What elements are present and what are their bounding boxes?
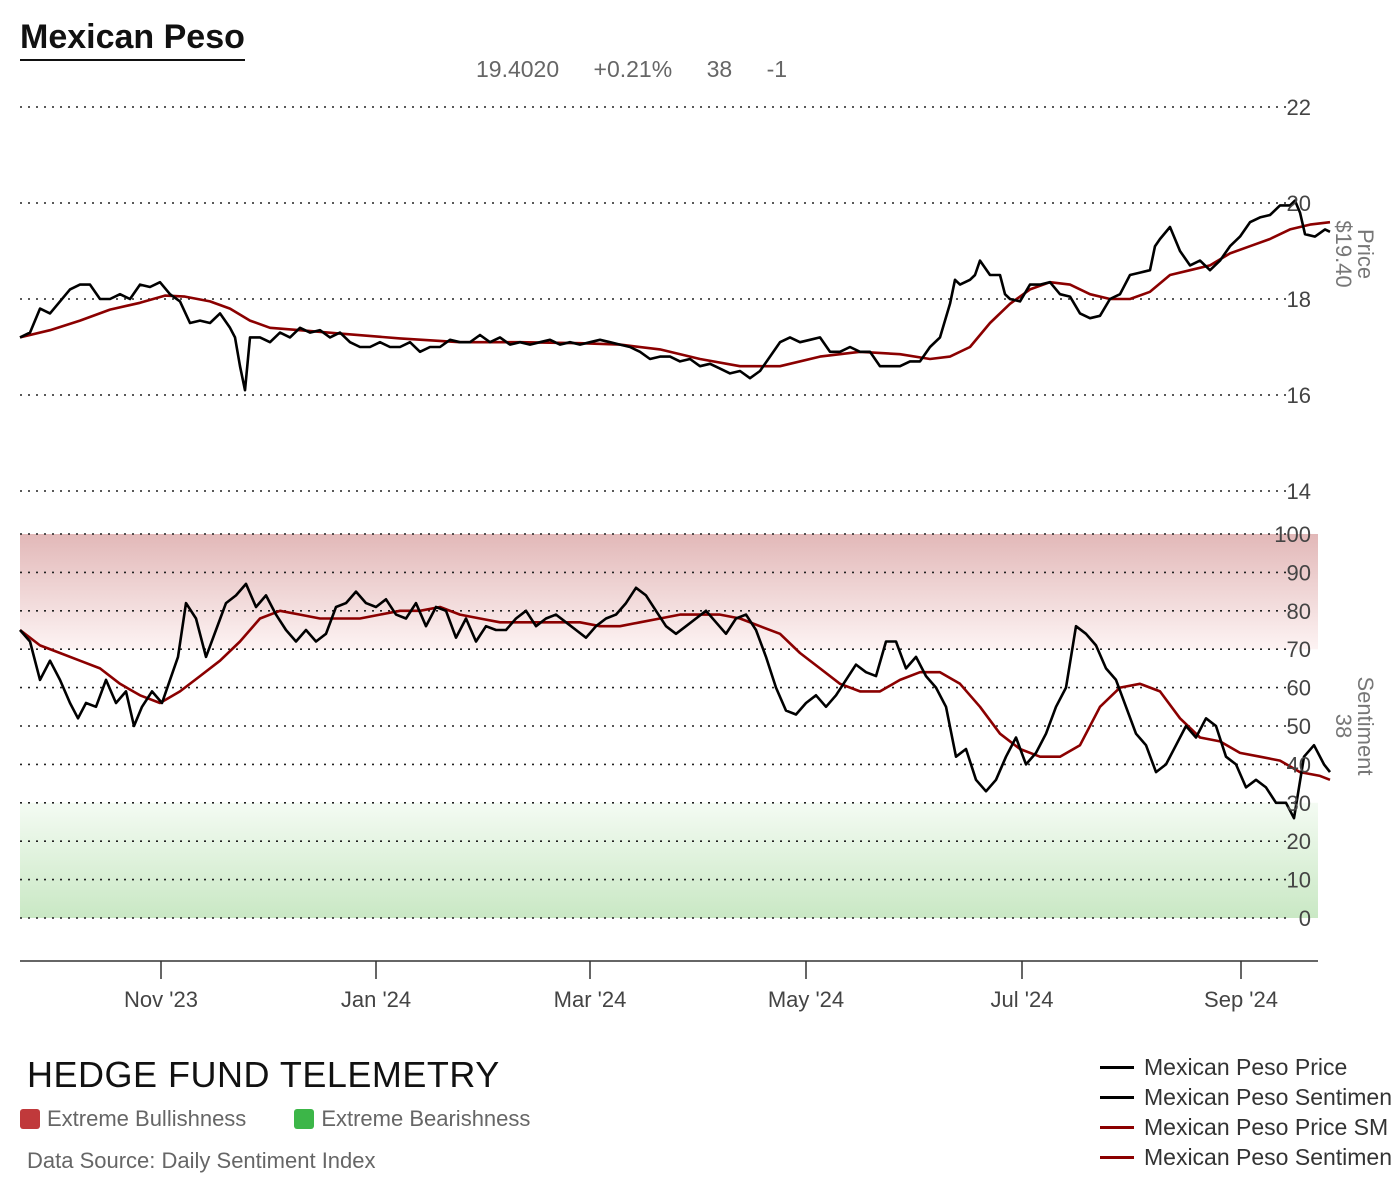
sentiment-value: 38 bbox=[706, 56, 733, 82]
legend-label-price-sma: Mexican Peso Price SM bbox=[1144, 1113, 1389, 1140]
legend-line-price bbox=[1100, 1065, 1134, 1069]
sentiment-tick-label: 50 bbox=[1287, 714, 1311, 739]
price-tick-label: 20 bbox=[1287, 191, 1311, 216]
x-tick-label: Jul '24 bbox=[991, 987, 1054, 1012]
sentiment-tick-label: 10 bbox=[1287, 868, 1311, 893]
x-tick-label: Mar '24 bbox=[554, 987, 627, 1012]
price-tick-label: 22 bbox=[1287, 95, 1311, 120]
x-tick-label: Jan '24 bbox=[341, 987, 411, 1012]
chart-canvas: 22201816141009080706050403020100Price$19… bbox=[19, 95, 1378, 1012]
sentiment-tick-label: 70 bbox=[1287, 637, 1311, 662]
sentiment-axis-value: 38 bbox=[1331, 714, 1356, 738]
legend-extreme-bullishness[interactable]: Extreme Bullishness bbox=[20, 1106, 246, 1132]
sentiment-axis-title: Sentiment bbox=[1353, 676, 1378, 775]
legend-label-price: Mexican Peso Price bbox=[1144, 1053, 1348, 1080]
series-legend: Mexican Peso Price Mexican Peso Sentimen… bbox=[1100, 1052, 1400, 1172]
chart-title: Mexican Peso bbox=[20, 18, 245, 61]
sentiment-tick-label: 90 bbox=[1287, 560, 1311, 585]
sentiment-tick-label: 40 bbox=[1287, 752, 1311, 777]
price-sma-line bbox=[19, 220, 1331, 368]
legend-bull-label: Extreme Bullishness bbox=[47, 1106, 247, 1131]
price-tick-label: 18 bbox=[1287, 287, 1311, 312]
sentiment-line bbox=[19, 582, 1332, 820]
price-axis-title: Price bbox=[1353, 229, 1378, 279]
legend-price[interactable]: Mexican Peso Price bbox=[1100, 1052, 1400, 1082]
legend-sentiment-sma[interactable]: Mexican Peso Sentimen bbox=[1100, 1142, 1400, 1172]
legend-line-sentiment-sma bbox=[1100, 1155, 1134, 1159]
legend-label-sentiment: Mexican Peso Sentimen bbox=[1144, 1083, 1393, 1110]
x-tick-label: Nov '23 bbox=[124, 987, 198, 1012]
x-tick-label: May '24 bbox=[768, 987, 844, 1012]
data-source: Data Source: Daily Sentiment Index bbox=[27, 1148, 376, 1173]
price-value: 19.4020 bbox=[476, 56, 560, 82]
sentiment-change: -1 bbox=[766, 56, 788, 82]
price-change: +0.21% bbox=[593, 56, 673, 82]
price-line bbox=[19, 199, 1331, 392]
sentiment-tick-label: 80 bbox=[1287, 599, 1311, 624]
price-axis-value: $19.40 bbox=[1331, 220, 1356, 287]
sentiment-tick-label: 20 bbox=[1287, 829, 1311, 854]
brand-name: HEDGE FUND TELEMETRY bbox=[27, 1054, 500, 1095]
header-stats: 19.4020 +0.21% 38 -1 bbox=[476, 56, 815, 83]
bear-swatch bbox=[294, 1109, 315, 1129]
legend-bear-label: Extreme Bearishness bbox=[321, 1106, 531, 1131]
sentiment-tick-label: 60 bbox=[1287, 676, 1311, 701]
x-tick-label: Sep '24 bbox=[1204, 987, 1278, 1012]
price-tick-label: 16 bbox=[1287, 383, 1311, 408]
price-tick-label: 14 bbox=[1287, 479, 1311, 504]
legend-line-sentiment bbox=[1100, 1095, 1134, 1099]
sentiment-tick-label: 100 bbox=[1274, 522, 1311, 547]
legend-sentiment[interactable]: Mexican Peso Sentimen bbox=[1100, 1082, 1400, 1112]
legend-price-sma[interactable]: Mexican Peso Price SM bbox=[1100, 1112, 1400, 1142]
bull-swatch bbox=[20, 1109, 40, 1129]
legend-label-sentiment-sma: Mexican Peso Sentimen bbox=[1144, 1143, 1393, 1170]
extreme-bearishness-band bbox=[20, 802, 1318, 918]
sentiment-tick-label: 30 bbox=[1287, 791, 1311, 816]
sentiment-tick-label: 0 bbox=[1299, 906, 1311, 931]
legend-line-price-sma bbox=[1100, 1125, 1134, 1129]
legend-extreme-bearishness[interactable]: Extreme Bearishness bbox=[294, 1106, 530, 1132]
sentiment-legend: Extreme Bullishness Extreme Bearishness bbox=[20, 1106, 530, 1132]
